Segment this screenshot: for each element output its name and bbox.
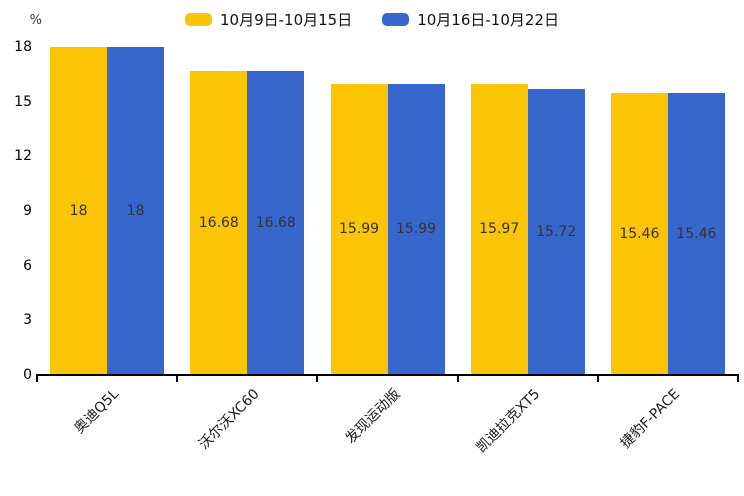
y-tick-label: 3 bbox=[23, 312, 32, 329]
bar-value-label: 15.99 bbox=[395, 221, 437, 238]
category-label: 奥迪Q5L bbox=[71, 386, 123, 437]
x-axis-tick bbox=[596, 376, 599, 382]
x-axis-tick bbox=[316, 376, 319, 382]
x-axis-tick bbox=[36, 376, 38, 382]
y-tick-label: 0 bbox=[23, 367, 32, 383]
bar-value-label: 15.46 bbox=[619, 226, 660, 243]
y-tick-label: 18 bbox=[14, 39, 32, 55]
legend-item-label: 10月16日-10月22日 bbox=[417, 10, 559, 29]
legend-item[interactable]: 10月9日-10月15日 bbox=[185, 9, 352, 30]
bar-value-label: 16.68 bbox=[198, 215, 239, 232]
y-axis-unit-label: % bbox=[29, 13, 42, 28]
bar-value-label: 15.46 bbox=[676, 226, 717, 243]
bar-value-label: 18 bbox=[126, 203, 145, 219]
bar-value-label: 18 bbox=[69, 203, 88, 219]
legend-swatch-icon bbox=[382, 12, 410, 26]
legend: 10月9日-10月15日 10月16日-10月22日 bbox=[0, 6, 744, 32]
bar bbox=[330, 83, 388, 375]
bar bbox=[610, 93, 668, 375]
x-axis-tick bbox=[456, 376, 459, 382]
y-tick-label: 12 bbox=[14, 148, 32, 165]
x-axis-line bbox=[36, 374, 739, 376]
bar bbox=[470, 83, 528, 375]
bar bbox=[527, 88, 585, 375]
category-label: 发现运动版 bbox=[342, 386, 403, 447]
bar bbox=[107, 47, 165, 375]
bar-value-label: 15.97 bbox=[479, 221, 520, 238]
x-axis-tick bbox=[737, 376, 739, 382]
y-tick-label: 15 bbox=[14, 93, 32, 110]
bar-value-label: 15.99 bbox=[338, 221, 380, 238]
bar bbox=[667, 93, 725, 375]
legend-swatch-icon bbox=[185, 12, 212, 26]
bar-value-label: 15.72 bbox=[536, 223, 577, 240]
bar bbox=[387, 83, 445, 375]
bar bbox=[247, 71, 305, 375]
bar-value-label: 16.68 bbox=[255, 215, 296, 232]
x-axis-tick bbox=[176, 376, 179, 382]
category-label: 捷豹F-PACE bbox=[617, 386, 684, 452]
y-tick-label: 6 bbox=[23, 257, 32, 274]
legend-item-label: 10月9日-10月15日 bbox=[220, 10, 353, 29]
bar bbox=[190, 71, 248, 375]
bar bbox=[50, 47, 108, 375]
category-label: 凯迪拉克XT5 bbox=[473, 386, 544, 456]
legend-item[interactable]: 10月16日-10月22日 bbox=[382, 9, 559, 30]
category-label: 沃尔沃XC60 bbox=[196, 386, 263, 453]
y-tick-label: 9 bbox=[23, 203, 32, 219]
